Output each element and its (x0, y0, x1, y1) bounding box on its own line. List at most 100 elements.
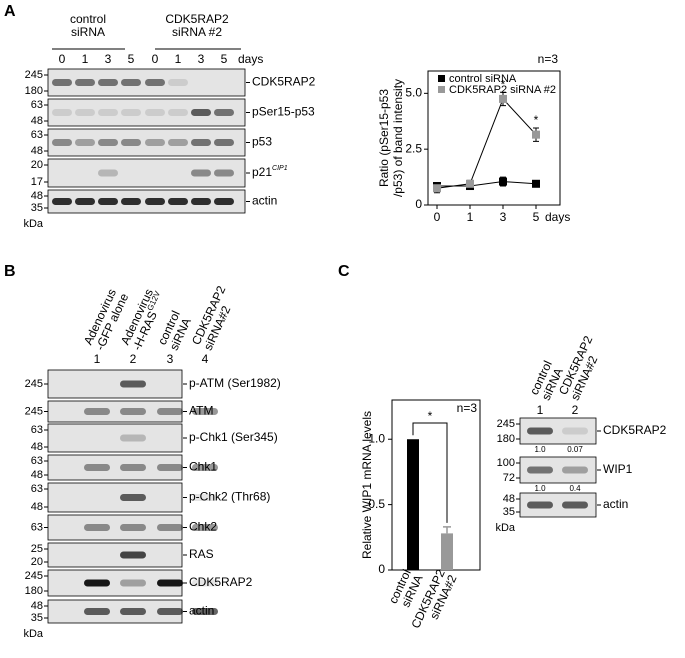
row-label: p-Chk2 (Thr68) (189, 490, 270, 504)
row-label: ATM (189, 404, 213, 418)
band (84, 579, 110, 587)
blot-strip (47, 369, 183, 399)
mw-marker: 35 (503, 506, 515, 518)
band (168, 139, 188, 146)
unit-label: kDa (495, 522, 515, 534)
band (562, 501, 588, 509)
mw-marker: 48 (31, 190, 43, 202)
band (120, 380, 146, 388)
band (562, 466, 588, 474)
row-label: actin (189, 604, 214, 618)
mw-marker: 245 (25, 405, 43, 417)
band (121, 109, 141, 116)
band (84, 608, 110, 615)
band (121, 139, 141, 146)
row-label: p-Chk1 (Ser345) (189, 430, 278, 444)
blot-strip (47, 514, 183, 541)
data-point (532, 130, 540, 139)
band (121, 198, 141, 205)
band (120, 494, 146, 501)
mw-marker: 20 (31, 159, 43, 171)
band (120, 524, 146, 531)
band (84, 524, 110, 531)
row-label: WIP1 (603, 462, 633, 476)
mw-marker: 48 (31, 441, 43, 453)
mw-marker: 63 (31, 129, 43, 141)
panel-label: A (4, 3, 16, 20)
mw-marker: 63 (31, 521, 43, 533)
band (120, 608, 146, 615)
band (168, 109, 188, 116)
mw-marker: 20 (31, 556, 43, 568)
band (120, 408, 146, 415)
y-tick-label: 0 (415, 197, 422, 211)
lane-label: 1 (82, 52, 89, 66)
blot-strip (47, 158, 246, 188)
lane-label: 5 (128, 52, 135, 66)
lane-label: 3 (198, 52, 205, 66)
series-line (437, 181, 537, 187)
band (98, 109, 118, 116)
band (52, 198, 72, 205)
row-label: actin (603, 497, 628, 511)
band (52, 79, 72, 86)
mw-marker: 48 (31, 600, 43, 612)
significance-bracket (412, 422, 448, 523)
annotation: n=3 (457, 401, 478, 415)
data-point (433, 184, 441, 193)
band (75, 198, 95, 205)
unit-label: kDa (23, 218, 43, 230)
band (191, 109, 211, 116)
band (527, 466, 553, 474)
band (84, 464, 110, 471)
band (192, 408, 218, 415)
mw-marker: 48 (31, 469, 43, 481)
mw-marker: 180 (497, 433, 515, 445)
blot-strip (47, 454, 183, 481)
y-tick-label: 1.0 (368, 431, 385, 445)
lane-label: 1 (175, 52, 182, 66)
blot-strip (519, 456, 597, 484)
band (121, 79, 141, 86)
band (191, 198, 211, 205)
y-axis-label: Relative WIP1 mRNA levels (360, 411, 374, 559)
mw-marker: 35 (31, 202, 43, 214)
group-label: control (70, 12, 106, 26)
mw-marker: 48 (503, 493, 515, 505)
mw-marker: 48 (31, 501, 43, 513)
significance: * (501, 77, 506, 91)
band (145, 198, 165, 205)
row-label: Chk2 (189, 520, 217, 534)
band (214, 198, 234, 205)
lane-label: 2 (130, 352, 137, 366)
mw-marker: 245 (25, 378, 43, 390)
lane-label: 0 (152, 52, 159, 66)
band (98, 139, 118, 146)
band (98, 169, 118, 177)
mw-marker: 35 (31, 612, 43, 624)
band (214, 109, 234, 116)
legend-label: CDK5RAP2 siRNA #2 (449, 84, 556, 96)
row-label: p-ATM (Ser1982) (189, 376, 281, 390)
band (562, 427, 588, 435)
panel-label: B (4, 263, 16, 280)
lane-label: 0 (59, 52, 66, 66)
row-label: p53 (252, 135, 272, 149)
blot-strip (47, 128, 246, 157)
band (145, 139, 165, 146)
band (168, 79, 188, 86)
quantification: 0.07 (567, 445, 583, 454)
y-tick-label: 2.5 (405, 141, 422, 155)
blot-strip (47, 98, 246, 127)
band (75, 79, 95, 86)
quantification: 0.4 (569, 484, 581, 493)
band (214, 139, 234, 146)
row-label: Chk1 (189, 460, 217, 474)
data-point (499, 177, 507, 186)
annotation: n=3 (538, 52, 559, 66)
mw-marker: 245 (25, 69, 43, 81)
row-label: CDK5RAP2 (603, 423, 667, 437)
unit-label: kDa (23, 628, 43, 640)
